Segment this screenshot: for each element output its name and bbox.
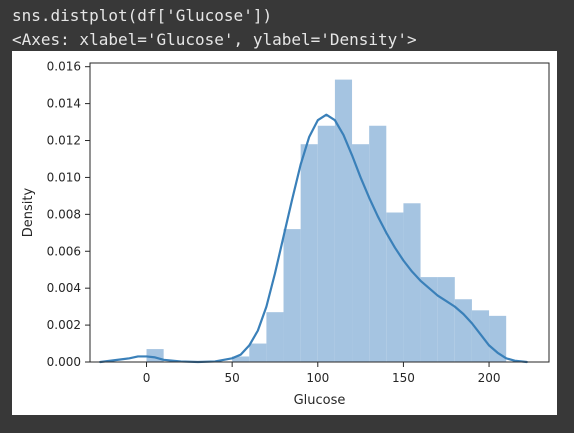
axes — [89, 62, 550, 363]
histogram-bar — [489, 315, 507, 362]
y-tick-label: 0.016 — [47, 60, 81, 74]
histogram-bar — [232, 356, 250, 362]
histogram-bar — [352, 144, 370, 362]
y-tick-label: 0.014 — [47, 97, 81, 111]
y-tick-label: 0.008 — [47, 207, 81, 221]
histogram-bar — [454, 299, 472, 362]
histogram-bar — [334, 79, 353, 362]
x-tick-label: 0 — [143, 371, 151, 385]
y-tick-label: 0.002 — [47, 318, 81, 332]
x-tick-label: 200 — [478, 371, 501, 385]
y-tick-label: 0.012 — [47, 134, 81, 148]
y-axis-label: Density — [21, 187, 36, 237]
x-tick-label: 100 — [306, 371, 329, 385]
y-tick-label: 0.006 — [47, 244, 81, 258]
ticks: 0 50 100 150 200 0.000 0.002 0.004 0.006 0.008 0.0… — [47, 60, 501, 385]
y-tick-label: 0.004 — [47, 281, 81, 295]
histogram-bar — [386, 212, 404, 362]
plot-output-panel: 0 50 100 150 200 0.000 0.002 0.004 0.006 0.008 0.0… — [12, 51, 557, 415]
histogram-bar — [471, 310, 490, 362]
y-tick-label: 0.010 — [47, 170, 81, 184]
histogram-bar — [266, 312, 284, 362]
code-cell-output: <Axes: xlabel='Glucose', ylabel='Density… — [12, 30, 417, 49]
histogram-bars — [146, 79, 507, 363]
histogram-bar — [249, 343, 267, 362]
x-axis-label: Glucose — [294, 393, 346, 408]
histogram-bar — [283, 229, 301, 362]
y-tick-label: 0.000 — [47, 355, 81, 369]
histogram-bar — [403, 203, 421, 362]
distplot-chart: 0 50 100 150 200 0.000 0.002 0.004 0.006 0.008 0.0… — [21, 60, 550, 408]
x-tick-label: 50 — [225, 371, 240, 385]
code-cell-input[interactable]: sns.distplot(df['Glucose']) — [12, 6, 273, 25]
x-tick-label: 150 — [392, 371, 415, 385]
histogram-bar — [369, 125, 387, 363]
histogram-bar — [437, 277, 455, 362]
histogram-bar — [300, 144, 318, 362]
plot-frame — [89, 62, 550, 363]
histogram-bar — [317, 125, 335, 363]
histogram-bar — [420, 277, 438, 362]
